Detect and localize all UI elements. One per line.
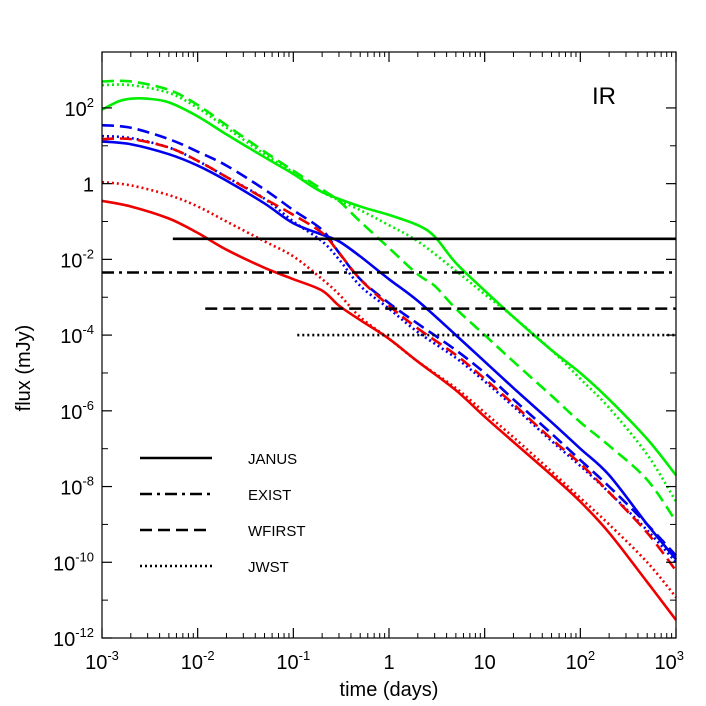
series-line-4 — [101, 140, 678, 561]
legend-label-janus: JANUS — [248, 451, 297, 468]
x-tick-label: 10 — [474, 652, 496, 674]
chart-annotation: IR — [592, 83, 616, 110]
plot-frame — [101, 51, 677, 639]
legend: JANUS EXIST WFIRST JWST — [140, 451, 306, 576]
x-tick-label: 10-1 — [276, 648, 310, 674]
series-line-1 — [101, 97, 678, 476]
series-line-6 — [101, 134, 677, 564]
series-line-9 — [101, 180, 678, 598]
y-tick-label: 10-6 — [60, 398, 94, 424]
series-layer — [101, 79, 678, 621]
y-tick-label: 1 — [83, 175, 94, 197]
legend-label-jwst: JWST — [248, 559, 289, 576]
y-tick-label: 102 — [65, 95, 94, 121]
y-tick-label: 10-12 — [53, 625, 94, 651]
x-tick-label: 103 — [655, 648, 684, 674]
y-tick-label: 10-8 — [60, 474, 94, 500]
x-tick-label: 1 — [383, 652, 394, 674]
series-line-5 — [101, 123, 677, 557]
y-tick-label: 10-10 — [53, 549, 94, 575]
legend-label-exist: EXIST — [248, 487, 291, 504]
x-tick-label: 10-3 — [85, 648, 119, 674]
x-tick-label: 102 — [566, 648, 595, 674]
series-line-3 — [101, 83, 678, 503]
tick-layer: 10-3 10-2 10-1 1 10 102 103 10-12 10-10 10-8 10-6 1… — [53, 52, 684, 674]
x-tick-label: 10-2 — [181, 648, 215, 674]
threshold-layer — [102, 237, 676, 337]
y-tick-label: 10-4 — [60, 322, 94, 348]
y-axis-label: flux (mJy) — [13, 325, 35, 412]
series-line-2 — [101, 79, 678, 523]
x-axis-label: time (days) — [340, 679, 439, 701]
y-tick-label: 10-2 — [60, 246, 94, 272]
series-line-7 — [101, 199, 678, 621]
legend-label-wfirst: WFIRST — [248, 523, 306, 540]
